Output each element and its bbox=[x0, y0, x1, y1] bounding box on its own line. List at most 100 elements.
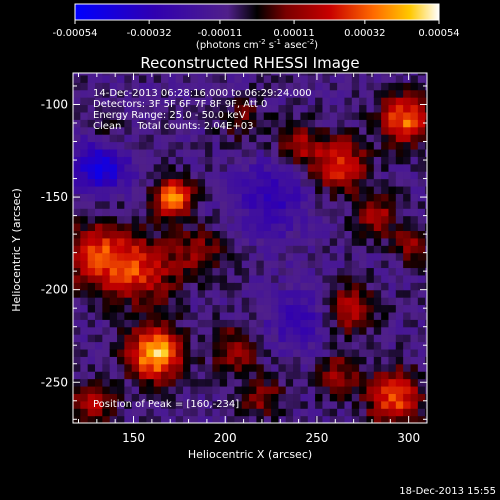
heatmap-cell bbox=[285, 82, 294, 91]
heatmap-cell bbox=[117, 73, 125, 76]
heatmap-cell bbox=[315, 230, 324, 239]
heatmap-cell bbox=[197, 267, 206, 276]
heatmap-cell bbox=[87, 223, 96, 232]
heatmap-cell bbox=[344, 289, 353, 298]
heatmap-cell bbox=[153, 73, 162, 76]
heatmap-cell bbox=[381, 178, 390, 187]
heatmap-cell bbox=[161, 82, 169, 91]
heatmap-cell bbox=[417, 171, 426, 180]
heatmap-cell bbox=[366, 89, 375, 98]
heatmap-cell bbox=[403, 171, 412, 180]
heatmap-cell bbox=[366, 126, 375, 135]
colorbar-tick-label: 0.00011 bbox=[273, 28, 314, 39]
heatmap-cell bbox=[307, 393, 316, 402]
heatmap-cell bbox=[241, 319, 250, 328]
heatmap-cell bbox=[146, 319, 155, 328]
heatmap-cell bbox=[329, 348, 338, 357]
heatmap-cell bbox=[87, 408, 96, 417]
heatmap-cell bbox=[87, 73, 96, 76]
heatmap-cell bbox=[183, 378, 191, 387]
heatmap-cell bbox=[95, 363, 103, 372]
heatmap-cell bbox=[410, 237, 419, 246]
heatmap-cell bbox=[117, 371, 125, 380]
heatmap-cell bbox=[249, 245, 258, 254]
heatmap-cell bbox=[131, 134, 140, 143]
heatmap-cell bbox=[344, 356, 353, 365]
heatmap-cell bbox=[410, 134, 419, 143]
heatmap-cell bbox=[117, 223, 125, 232]
heatmap-cell bbox=[205, 385, 213, 394]
heatmap-cell bbox=[278, 378, 287, 387]
heatmap-cell bbox=[212, 245, 221, 254]
heatmap-cell bbox=[373, 260, 382, 269]
heatmap-cell bbox=[425, 326, 427, 335]
heatmap-cell bbox=[139, 267, 147, 276]
heatmap-cell bbox=[102, 208, 111, 217]
heatmap-cell bbox=[366, 348, 375, 357]
heatmap-cell bbox=[344, 171, 353, 180]
heatmap-cell bbox=[256, 185, 265, 194]
heatmap-cell bbox=[271, 371, 280, 380]
heatmap-cell bbox=[322, 319, 331, 328]
heatmap-cell bbox=[315, 119, 324, 128]
heatmap-cell bbox=[117, 163, 125, 172]
heatmap-cell bbox=[307, 400, 316, 409]
heatmap-cell bbox=[219, 237, 228, 246]
heatmap-cell bbox=[95, 289, 103, 298]
heatmap-cell bbox=[351, 73, 360, 76]
heatmap-cell bbox=[337, 371, 346, 380]
heatmap-cell bbox=[359, 230, 368, 239]
heatmap-cell bbox=[139, 185, 147, 194]
heatmap-cell bbox=[212, 223, 221, 232]
heatmap-cell bbox=[300, 245, 309, 254]
heatmap-cell bbox=[388, 208, 397, 217]
heatmap-cell bbox=[278, 111, 287, 120]
heatmap-cell bbox=[381, 289, 390, 298]
heatmap-cell bbox=[256, 193, 265, 202]
heatmap-cell bbox=[271, 341, 280, 350]
heatmap-cell bbox=[73, 223, 81, 232]
heatmap-cell bbox=[403, 208, 412, 217]
heatmap-cell bbox=[146, 326, 155, 335]
heatmap-cell bbox=[190, 126, 199, 135]
heatmap-cell bbox=[168, 200, 177, 209]
heatmap-cell bbox=[175, 319, 184, 328]
heatmap-cell bbox=[359, 334, 368, 343]
heatmap-cell bbox=[205, 163, 213, 172]
heatmap-cell bbox=[124, 408, 133, 417]
heatmap-cell bbox=[315, 393, 324, 402]
heatmap-cell bbox=[131, 230, 140, 239]
heatmap-cell bbox=[322, 163, 331, 172]
heatmap-cell bbox=[300, 400, 309, 409]
heatmap-cell bbox=[124, 274, 133, 283]
heatmap-cell bbox=[117, 111, 125, 120]
heatmap-cell bbox=[168, 252, 177, 261]
heatmap-cell bbox=[131, 193, 140, 202]
heatmap-cell bbox=[337, 156, 346, 165]
heatmap-cell bbox=[102, 245, 111, 254]
heatmap-cell bbox=[102, 163, 111, 172]
heatmap-cell bbox=[285, 230, 294, 239]
heatmap-cell bbox=[227, 385, 236, 394]
heatmap-cell bbox=[183, 260, 191, 269]
heatmap-cell bbox=[351, 111, 360, 120]
heatmap-cell bbox=[190, 73, 199, 76]
heatmap-cell bbox=[344, 208, 353, 217]
heatmap-cell bbox=[337, 282, 346, 291]
heatmap-cell bbox=[300, 97, 309, 106]
heatmap-cell bbox=[263, 363, 272, 372]
heatmap-cell bbox=[109, 304, 118, 313]
heatmap-cell bbox=[117, 348, 125, 357]
heatmap-cell bbox=[410, 311, 419, 320]
heatmap-cell bbox=[117, 104, 125, 113]
heatmap-cell bbox=[168, 311, 177, 320]
heatmap-cell bbox=[205, 119, 213, 128]
heatmap-cell bbox=[359, 297, 368, 306]
heatmap-cell bbox=[168, 171, 177, 180]
heatmap-cell bbox=[168, 297, 177, 306]
heatmap-cell bbox=[315, 334, 324, 343]
heatmap-cell bbox=[131, 400, 140, 409]
heatmap-cell bbox=[212, 119, 221, 128]
heatmap-cell bbox=[256, 363, 265, 372]
heatmap-cell bbox=[212, 356, 221, 365]
